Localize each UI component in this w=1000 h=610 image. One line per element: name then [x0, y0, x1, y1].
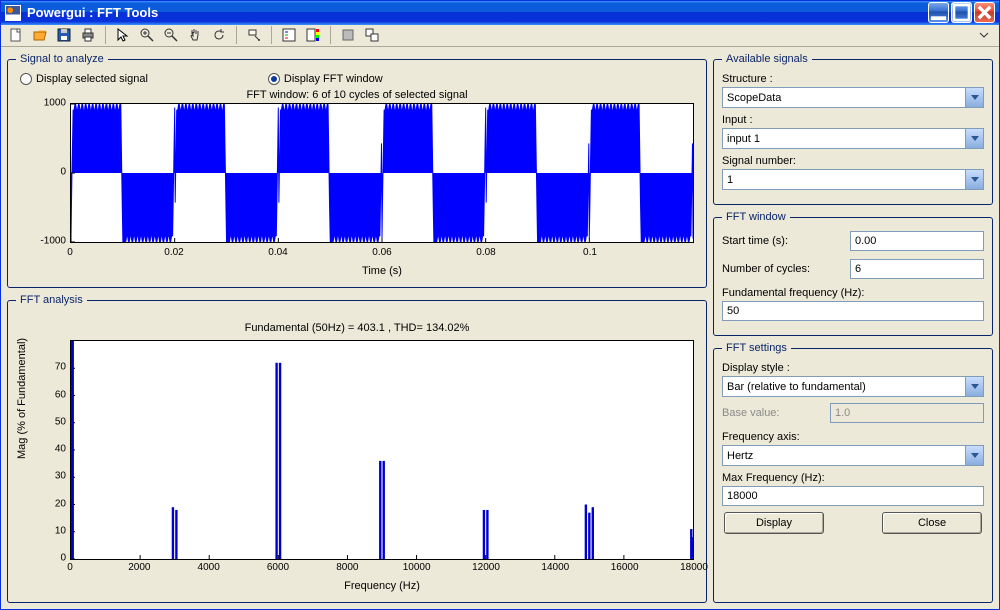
- fftwindow-panel: FFT window Start time (s): 0.00 Number o…: [713, 211, 993, 336]
- time-xlabel: Time (s): [362, 265, 402, 277]
- structure-label: Structure :: [722, 73, 984, 85]
- freqaxis-select[interactable]: Hertz: [722, 445, 984, 466]
- pointer-icon[interactable]: [112, 25, 134, 45]
- chevron-down-icon: [965, 446, 983, 465]
- new-icon[interactable]: [5, 25, 27, 45]
- chevron-down-icon: [965, 129, 983, 148]
- fftwindow-legend: FFT window: [722, 211, 790, 223]
- available-legend: Available signals: [722, 53, 812, 65]
- fund-label: Fundamental frequency (Hz):: [722, 287, 984, 299]
- base-input: 1.0: [830, 403, 984, 423]
- toolbar: [1, 25, 999, 47]
- fftsettings-panel: FFT settings Display style : Bar (relati…: [713, 342, 993, 603]
- input-label: Input :: [722, 114, 984, 126]
- colorbar-icon[interactable]: [302, 25, 324, 45]
- radio-display-fft[interactable]: Display FFT window: [268, 73, 383, 85]
- cycles-input[interactable]: 6: [850, 259, 984, 279]
- toolbar-chevron-icon[interactable]: [973, 25, 995, 45]
- hide-plot-icon[interactable]: [337, 25, 359, 45]
- fftsettings-legend: FFT settings: [722, 342, 791, 354]
- style-select[interactable]: Bar (relative to fundamental): [722, 376, 984, 397]
- radio-icon: [268, 73, 280, 85]
- style-label: Display style :: [722, 362, 984, 374]
- close-button-panel[interactable]: Close: [882, 512, 982, 534]
- minimize-button[interactable]: [928, 2, 949, 23]
- fft-xlabel: Frequency (Hz): [344, 580, 420, 592]
- signal-legend: Signal to analyze: [16, 53, 108, 65]
- maxfreq-input[interactable]: 18000: [722, 486, 984, 506]
- window-title: Powergui : FFT Tools: [27, 5, 928, 20]
- titlebar: Powergui : FFT Tools: [1, 1, 999, 25]
- zoom-in-icon[interactable]: [136, 25, 158, 45]
- freqaxis-label: Frequency axis:: [722, 431, 984, 443]
- input-select[interactable]: input 1: [722, 128, 984, 149]
- cycles-label: Number of cycles:: [722, 263, 842, 275]
- fft-plot: [70, 340, 694, 560]
- chevron-down-icon: [965, 88, 983, 107]
- print-icon[interactable]: [77, 25, 99, 45]
- start-input[interactable]: 0.00: [850, 231, 984, 251]
- dock-icon[interactable]: [361, 25, 383, 45]
- app-icon: [5, 5, 21, 21]
- fund-input[interactable]: 50: [722, 301, 984, 321]
- legend-icon[interactable]: [278, 25, 300, 45]
- pan-icon[interactable]: [184, 25, 206, 45]
- data-cursor-icon[interactable]: [243, 25, 265, 45]
- chevron-down-icon: [965, 377, 983, 396]
- maxfreq-label: Max Frequency (Hz):: [722, 472, 984, 484]
- radio-icon: [20, 73, 32, 85]
- time-plot: [70, 103, 694, 243]
- signalno-label: Signal number:: [722, 155, 984, 167]
- display-button[interactable]: Display: [724, 512, 824, 534]
- time-plot-title: FFT window: 6 of 10 cycles of selected s…: [16, 89, 698, 101]
- start-label: Start time (s):: [722, 235, 842, 247]
- open-icon[interactable]: [29, 25, 51, 45]
- fft-legend: FFT analysis: [16, 294, 87, 306]
- available-panel: Available signals Structure : ScopeData …: [713, 53, 993, 205]
- base-label: Base value:: [722, 407, 822, 419]
- close-button[interactable]: [974, 2, 995, 23]
- signal-panel: Signal to analyze Display selected signa…: [7, 53, 707, 288]
- rotate-icon[interactable]: [208, 25, 230, 45]
- fft-panel: FFT analysis Fundamental (50Hz) = 403.1 …: [7, 294, 707, 603]
- signalno-select[interactable]: 1: [722, 169, 984, 190]
- radio-display-selected[interactable]: Display selected signal: [20, 73, 148, 85]
- chevron-down-icon: [965, 170, 983, 189]
- fft-title: Fundamental (50Hz) = 403.1 , THD= 134.02…: [16, 322, 698, 334]
- save-icon[interactable]: [53, 25, 75, 45]
- zoom-out-icon[interactable]: [160, 25, 182, 45]
- structure-select[interactable]: ScopeData: [722, 87, 984, 108]
- maximize-button[interactable]: [951, 2, 972, 23]
